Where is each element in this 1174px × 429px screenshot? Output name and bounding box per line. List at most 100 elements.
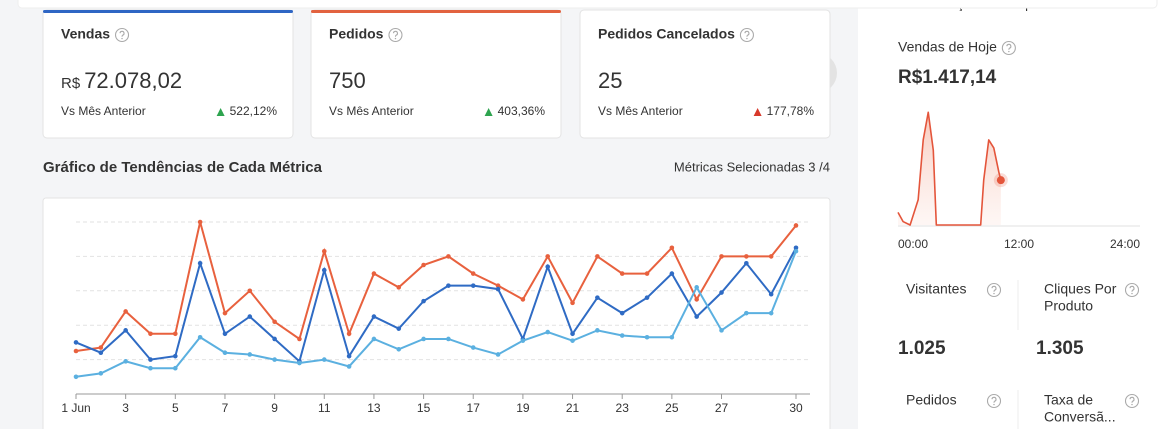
stat-value: 1.305 <box>1036 338 1084 359</box>
help-circle[interactable] <box>114 27 130 43</box>
help-icon[interactable] <box>1124 393 1140 409</box>
help-mark[interactable] <box>1129 285 1135 292</box>
chart-subtitle: R$1.417,14 <box>898 67 997 88</box>
data-point <box>371 336 377 342</box>
help-icon[interactable] <box>1124 282 1140 298</box>
x-tick-label: 15 <box>417 401 431 415</box>
x-tick-label: 1 Jun <box>61 401 90 415</box>
x-tick-label: 24:00 <box>1110 237 1140 251</box>
data-point <box>123 359 128 364</box>
x-tick-label: 11 <box>318 401 331 415</box>
help-icon[interactable] <box>986 282 1002 298</box>
help-circle[interactable] <box>986 282 1002 298</box>
help-circle[interactable] <box>1124 393 1140 409</box>
data-point <box>694 285 699 290</box>
card-accent <box>43 10 293 13</box>
help-mark[interactable] <box>991 396 997 403</box>
x-tick-label: 30 <box>789 401 803 415</box>
series-line <box>75 250 797 378</box>
x-tick-label: 13 <box>367 401 381 415</box>
help-dot[interactable] <box>121 37 123 40</box>
top-bar <box>17 0 1158 9</box>
data-point <box>173 331 178 337</box>
x-tick-label: 25 <box>665 401 679 415</box>
data-point <box>297 336 302 342</box>
data-point <box>222 310 228 316</box>
data-point <box>719 290 724 295</box>
data-point <box>73 348 79 354</box>
x-tick-label: 00:00 <box>898 237 928 251</box>
label: Vendas <box>61 26 110 42</box>
data-point <box>272 357 277 362</box>
data-point <box>719 254 724 259</box>
data-point <box>644 295 650 300</box>
help-icon[interactable] <box>986 393 1002 409</box>
data-point <box>595 328 600 333</box>
data-point <box>619 333 625 338</box>
x-tick-label: 19 <box>516 401 530 415</box>
stat-label: Conversã... <box>1044 409 1116 425</box>
chart-box <box>42 197 831 429</box>
x-tick-label: 9 <box>271 401 278 415</box>
data-point <box>421 262 426 268</box>
help-dot[interactable] <box>993 292 995 295</box>
help-circle[interactable] <box>986 393 1002 409</box>
help-dot[interactable] <box>993 403 995 406</box>
help-icon[interactable] <box>1001 40 1016 56</box>
change-value: 177,78% <box>767 104 815 118</box>
help-circle[interactable] <box>1001 40 1016 56</box>
x-tick-label: 21 <box>566 401 580 415</box>
help-mark[interactable] <box>991 285 997 292</box>
label: Pedidos Cancelados <box>598 26 735 42</box>
data-point <box>421 298 426 304</box>
data-point <box>73 340 79 345</box>
data-point <box>669 334 675 340</box>
data-point <box>346 353 352 359</box>
x-tick-label: 5 <box>172 401 179 415</box>
data-point <box>470 345 476 350</box>
compare-label: Vs Mês Anterior <box>329 104 414 118</box>
data-point <box>694 297 699 302</box>
help-circle[interactable] <box>388 27 403 43</box>
help-mark[interactable] <box>1006 43 1012 50</box>
help-mark[interactable] <box>392 30 398 37</box>
help-circle[interactable] <box>739 27 754 43</box>
data-point <box>272 319 277 325</box>
data-point <box>495 286 501 292</box>
help-mark[interactable] <box>1129 396 1135 403</box>
help-icon[interactable] <box>388 27 403 43</box>
data-point <box>148 357 153 362</box>
card-accent <box>311 10 561 13</box>
help-circle[interactable] <box>1124 282 1140 298</box>
help-icon[interactable] <box>114 27 130 43</box>
help-mark[interactable] <box>119 30 125 37</box>
x-tick-label: 27 <box>715 401 729 415</box>
data-point <box>644 334 650 340</box>
help-dot[interactable] <box>1008 50 1010 53</box>
data-point <box>247 314 253 319</box>
stat-label: Visitantes <box>906 281 966 297</box>
area-line <box>897 111 1002 226</box>
data-point <box>222 331 228 337</box>
data-point <box>247 352 253 357</box>
data-point <box>669 245 675 251</box>
data-point <box>570 331 575 337</box>
help-dot[interactable] <box>1131 292 1133 295</box>
help-dot[interactable] <box>1131 403 1133 406</box>
help-mark[interactable] <box>744 30 750 37</box>
data-point <box>421 336 426 342</box>
x-tick-label: 17 <box>467 401 481 415</box>
help-dot[interactable] <box>394 37 397 40</box>
help-dot[interactable] <box>746 37 748 40</box>
data-point <box>98 371 104 376</box>
data-point <box>173 353 178 359</box>
data-point <box>595 295 600 300</box>
data-point <box>197 260 203 266</box>
data-point <box>470 271 476 276</box>
change-arrow <box>484 108 493 116</box>
data-point <box>371 314 377 319</box>
change-value: 522,12% <box>230 104 278 118</box>
data-point <box>619 310 625 316</box>
help-icon[interactable] <box>739 27 754 43</box>
